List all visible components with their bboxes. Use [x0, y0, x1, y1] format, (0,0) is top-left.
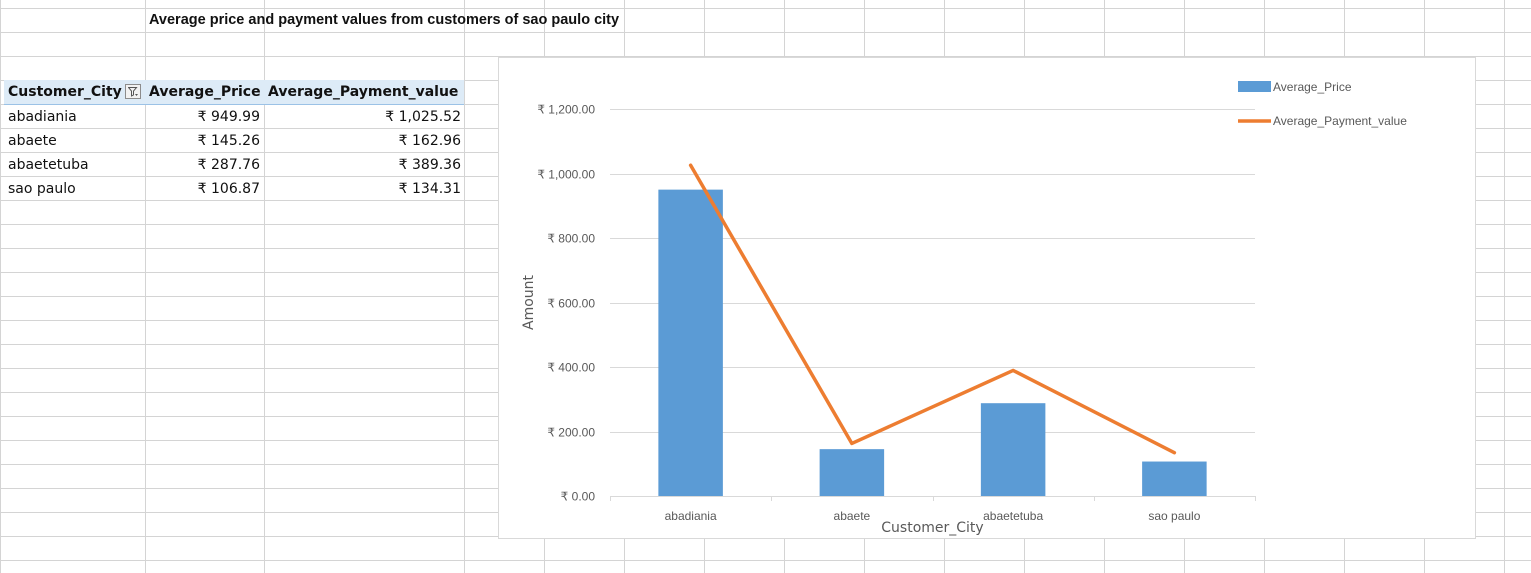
- line-average-payment-value: [688, 163, 1177, 455]
- x-tick-label: abaete: [834, 509, 871, 523]
- price-cell[interactable]: ₹ 287.76: [197, 157, 260, 173]
- y-tick-label: ₹ 0.00: [561, 490, 596, 504]
- header-average-price[interactable]: Average_Price: [149, 84, 261, 100]
- city-cell[interactable]: sao paulo: [8, 181, 76, 197]
- table-row[interactable]: abaete ₹ 145.26 ₹ 162.96: [4, 129, 464, 153]
- payment-cell[interactable]: ₹ 1,025.52: [385, 109, 461, 125]
- city-cell[interactable]: abadiania: [8, 109, 77, 125]
- combo-chart[interactable]: ₹ 0.00 ₹ 200.00 ₹ 400.00 ₹ 600.00 ₹ 800.00 ₹ …: [498, 57, 1476, 539]
- sheet-title: Average price and payment values from cu…: [149, 12, 620, 28]
- price-cell[interactable]: ₹ 106.87: [197, 181, 260, 197]
- city-cell[interactable]: abaete: [8, 133, 57, 149]
- filter-dropdown-icon[interactable]: [125, 84, 141, 99]
- price-cell[interactable]: ₹ 949.99: [197, 109, 260, 125]
- legend-swatch-bar: [1238, 81, 1271, 92]
- chart-canvas: ₹ 0.00 ₹ 200.00 ₹ 400.00 ₹ 600.00 ₹ 800.00 ₹ …: [521, 80, 1407, 536]
- legend-label: Average_Price: [1273, 80, 1352, 94]
- header-average-payment[interactable]: Average_Payment_value: [268, 84, 459, 100]
- x-tick-label: abadiania: [665, 509, 717, 523]
- city-cell[interactable]: abaetetuba: [8, 157, 89, 173]
- y-tick-label: ₹ 600.00: [547, 297, 595, 311]
- bar-average-price: [819, 449, 885, 496]
- y-tick-label: ₹ 1,200.00: [537, 103, 595, 117]
- x-tick-label: sao paulo: [1148, 509, 1200, 523]
- payment-cell[interactable]: ₹ 134.31: [398, 181, 461, 197]
- y-tick-label: ₹ 800.00: [547, 232, 595, 246]
- bar-average-price: [658, 189, 723, 496]
- table-row[interactable]: abaetetuba ₹ 287.76 ₹ 389.36: [4, 153, 464, 177]
- x-axis-title: Customer_City: [881, 520, 983, 536]
- legend-label: Average_Payment_value: [1273, 114, 1407, 128]
- y-tick-label: ₹ 1,000.00: [537, 168, 595, 182]
- pivot-table[interactable]: Customer_City Average_Price Average_Paym…: [4, 80, 464, 201]
- table-row[interactable]: abadiania ₹ 949.99 ₹ 1,025.52: [4, 105, 464, 129]
- price-cell[interactable]: ₹ 145.26: [197, 133, 260, 149]
- y-axis-title: Amount: [521, 274, 537, 330]
- payment-cell[interactable]: ₹ 389.36: [398, 157, 461, 173]
- y-tick-label: ₹ 400.00: [547, 361, 595, 375]
- payment-cell[interactable]: ₹ 162.96: [398, 133, 461, 149]
- table-row[interactable]: sao paulo ₹ 106.87 ₹ 134.31: [4, 177, 464, 201]
- header-customer-city[interactable]: Customer_City: [8, 84, 122, 100]
- bar-average-price: [980, 403, 1046, 496]
- pivot-header-row: Customer_City Average_Price Average_Paym…: [4, 80, 464, 105]
- y-tick-label: ₹ 200.00: [547, 426, 595, 440]
- bar-average-price: [1142, 461, 1207, 496]
- x-tick-label: abaetetuba: [983, 509, 1043, 523]
